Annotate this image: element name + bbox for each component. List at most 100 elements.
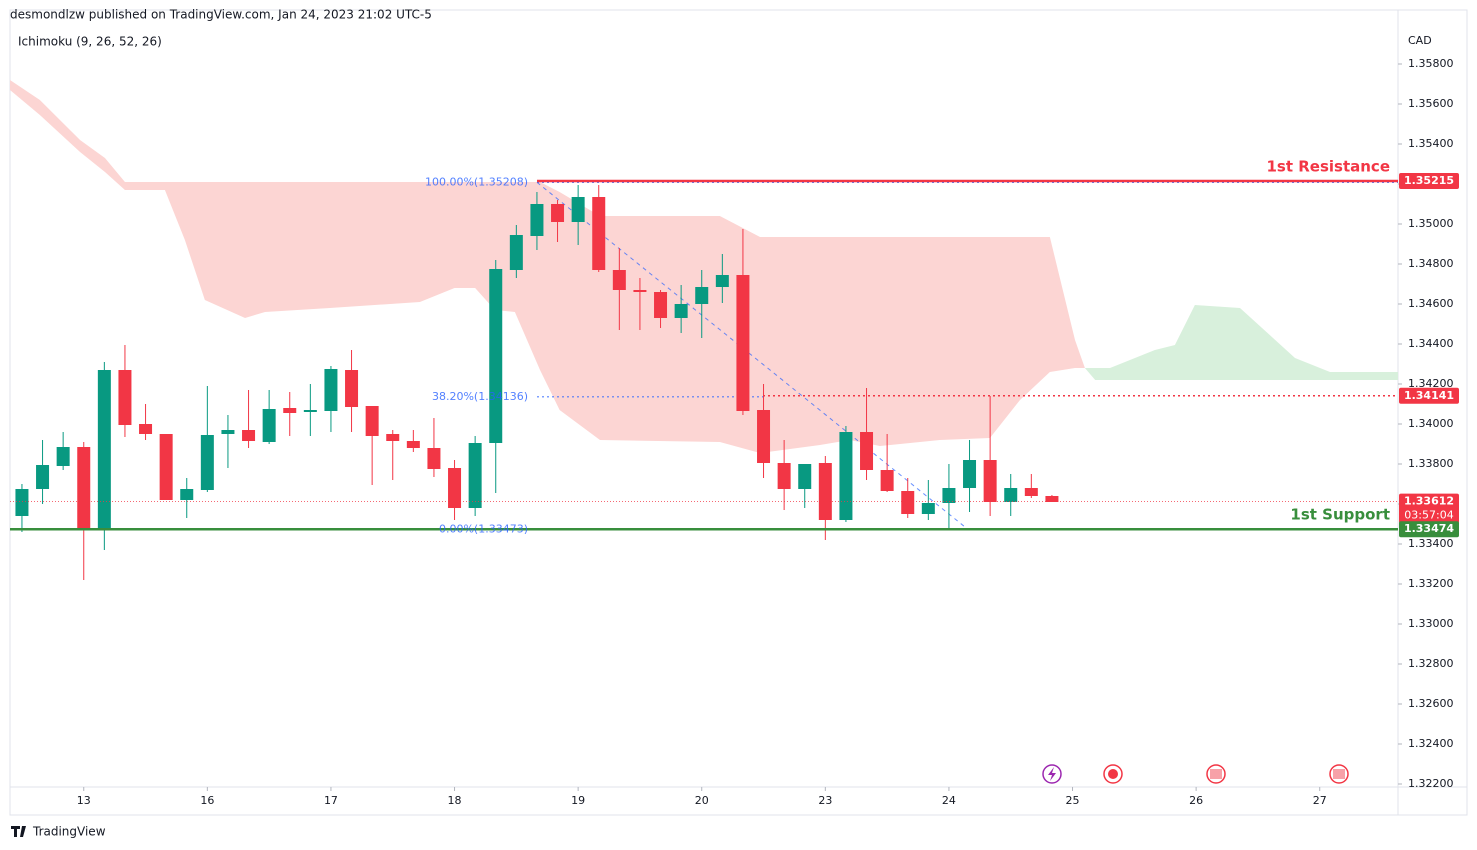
- y-tick-label: 1.32400: [1408, 737, 1454, 750]
- candle-body: [777, 463, 791, 489]
- candle-body: [798, 464, 812, 489]
- y-tick-label: 1.34200: [1408, 377, 1454, 390]
- y-tick-label: 1.35800: [1408, 57, 1454, 70]
- x-tick-label: 19: [571, 794, 585, 807]
- price-level-name: 1st Support: [1290, 506, 1390, 524]
- candle-body: [200, 435, 214, 490]
- candle-body: [56, 447, 70, 466]
- y-tick-label: 1.33800: [1408, 457, 1454, 470]
- y-tick-label: 1.35400: [1408, 137, 1454, 150]
- candle-body: [303, 410, 317, 412]
- candle-body: [860, 432, 874, 470]
- price-level-name: 1st Resistance: [1266, 158, 1390, 176]
- candle-body: [1024, 488, 1038, 496]
- chart-frame: [9, 9, 1468, 816]
- candle-body: [324, 369, 338, 411]
- candle-body: [695, 287, 709, 304]
- y-tick-label: 1.33400: [1408, 537, 1454, 550]
- candle-body: [571, 197, 585, 222]
- price-box: [1399, 493, 1459, 524]
- candle-body: [592, 197, 606, 270]
- candle-body: [818, 463, 832, 520]
- x-tick-label: 23: [818, 794, 832, 807]
- publisher-line: desmondlzw published on TradingView.com,…: [10, 8, 432, 22]
- candle-body: [983, 460, 997, 502]
- price-box: [1399, 173, 1459, 189]
- candle-body: [963, 460, 977, 488]
- candle-body: [551, 204, 565, 222]
- candle-body: [489, 269, 503, 443]
- y-tick-label: 1.32600: [1408, 697, 1454, 710]
- candle-body: [612, 270, 626, 290]
- event-icon-glyph: [1210, 769, 1222, 779]
- y-tick-label: 1.35000: [1408, 217, 1454, 230]
- x-tick-label: 20: [695, 794, 709, 807]
- candle-body: [530, 204, 544, 236]
- candle-body: [180, 489, 194, 500]
- candle-body: [159, 434, 173, 500]
- candle-body: [448, 468, 462, 508]
- y-tick-label: 1.35600: [1408, 97, 1454, 110]
- candle-body: [427, 448, 441, 469]
- event-icons: [1042, 764, 1349, 784]
- candle-body: [509, 235, 523, 270]
- indicator-label: Ichimoku (9, 26, 52, 26): [18, 35, 162, 49]
- x-tick-label: 24: [942, 794, 956, 807]
- price-box-label: 1.33612: [1404, 495, 1454, 508]
- event-icon-glyph: [1048, 767, 1056, 781]
- ichimoku-cloud: [1071, 305, 1398, 380]
- x-tick-label: 27: [1313, 794, 1327, 807]
- price-box-label: 1.35215: [1404, 174, 1454, 187]
- candle-body: [36, 465, 50, 489]
- candle-body: [262, 409, 276, 442]
- x-tick-label: 18: [448, 794, 462, 807]
- event-icon-glyph: [1108, 769, 1118, 779]
- candle-body: [283, 408, 297, 413]
- x-tick-label: 26: [1189, 794, 1203, 807]
- candle-body: [921, 503, 935, 514]
- candle-body: [901, 491, 915, 514]
- x-tick-label: 16: [200, 794, 214, 807]
- candle-body: [654, 292, 668, 318]
- candle-body: [118, 370, 132, 425]
- y-tick-label: 1.34400: [1408, 337, 1454, 350]
- candle-body: [633, 290, 647, 292]
- currency-label: CAD: [1408, 34, 1432, 47]
- price-box-label: 1.33474: [1404, 522, 1454, 535]
- y-tick-label: 1.34000: [1408, 417, 1454, 430]
- candle-body: [757, 410, 771, 463]
- y-tick-label: 1.32800: [1408, 657, 1454, 670]
- candle-body: [406, 441, 420, 448]
- y-tick-label: 1.33000: [1408, 617, 1454, 630]
- x-tick-label: 17: [324, 794, 338, 807]
- candle-body: [345, 370, 359, 407]
- candle-body: [242, 430, 256, 441]
- fib-level-label: 38.20%(1.34136): [432, 390, 528, 403]
- y-tick-label: 1.34600: [1408, 297, 1454, 310]
- candle-body: [942, 488, 956, 503]
- plot: [10, 80, 1398, 580]
- candle-body: [839, 432, 853, 520]
- candle-body: [15, 489, 29, 516]
- candle-body: [1045, 496, 1059, 502]
- candle-body: [365, 406, 379, 436]
- price-box-label: 1.34141: [1404, 389, 1454, 402]
- footer-brand: TradingView: [32, 825, 106, 839]
- candle-body: [715, 275, 729, 287]
- candle-body: [221, 430, 235, 434]
- fib-level-label: 100.00%(1.35208): [425, 175, 528, 188]
- fib-level-label: 0.00%(1.33473): [439, 522, 528, 535]
- event-icon-glyph: [1333, 769, 1345, 779]
- price-box: [1399, 521, 1459, 538]
- candle-body: [468, 443, 482, 508]
- y-tick-label: 1.32200: [1408, 777, 1454, 790]
- candle-body: [1004, 488, 1018, 502]
- candle-body: [97, 370, 111, 530]
- x-tick-label: 13: [77, 794, 91, 807]
- candle-body: [736, 275, 750, 411]
- ichimoku-cloud: [10, 80, 1085, 453]
- countdown-label: 03:57:04: [1404, 509, 1453, 522]
- candle-body: [139, 424, 153, 434]
- candle-body: [386, 434, 400, 441]
